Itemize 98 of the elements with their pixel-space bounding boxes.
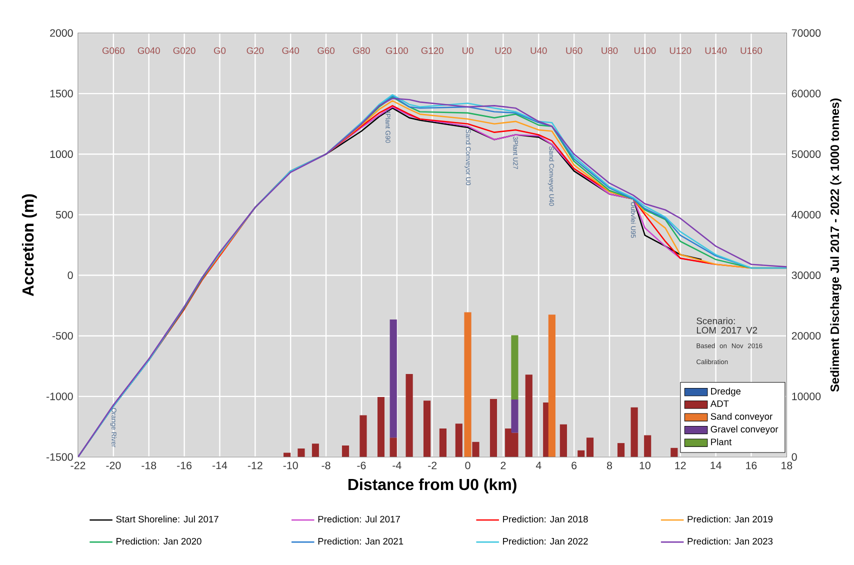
x-tick-label: -14 <box>212 462 228 470</box>
bar <box>511 335 518 400</box>
x-tick-label: 6 <box>572 462 577 470</box>
bar <box>390 438 397 457</box>
y-tick-label: -500 <box>52 332 73 340</box>
annotation: U40 <box>530 47 547 54</box>
bar <box>464 312 472 457</box>
annotation: U160 <box>740 47 762 54</box>
x-tick-label: -6 <box>357 462 366 470</box>
annotation: U20 <box>495 47 512 54</box>
y2-tick-label: 50000 <box>792 150 821 158</box>
legend-label: Prediction: Jan 2019 <box>688 516 773 522</box>
y2-tick-label: 70000 <box>792 29 821 37</box>
legend-label: Prediction: Jul 2017 <box>318 516 400 522</box>
y-tick-label: 1000 <box>50 150 73 158</box>
bar <box>511 399 518 433</box>
bar <box>548 314 556 457</box>
annotation: G100 <box>386 47 408 54</box>
legend-label: Prediction: Jan 2022 <box>503 538 588 545</box>
x-tick-label: -22 <box>70 462 86 470</box>
annotation: G040 <box>138 47 160 54</box>
annotation: U120 <box>670 47 692 54</box>
x-tick-label: 2 <box>500 462 506 470</box>
annotation: U60 <box>566 47 582 54</box>
x-tick-label: -16 <box>177 462 192 470</box>
x-tick-label: 16 <box>746 462 757 470</box>
bar <box>586 438 594 457</box>
x-tick-label: -4 <box>392 462 402 470</box>
bar <box>406 374 413 457</box>
bar <box>439 428 447 457</box>
legend-label: Prediction: Jan 2018 <box>503 516 588 522</box>
x-tick-label: -18 <box>142 462 156 470</box>
x-tick-label: 0 <box>465 462 470 470</box>
bar <box>298 448 305 457</box>
x-tick-label: 18 <box>782 462 792 470</box>
x-tick-label: -12 <box>248 462 262 470</box>
y2-axis-title: Sediment Discharge Jul 2017 - 2022 (x 1000 tonnes) <box>830 98 842 392</box>
legend-label: Prediction: Jan 2021 <box>318 538 404 545</box>
x-axis-title: Distance from U0 (km) <box>348 478 516 494</box>
annotation: G120 <box>421 47 444 54</box>
bar <box>617 443 625 457</box>
bar <box>455 424 462 457</box>
bar <box>644 435 652 457</box>
y2-tick-label: 40000 <box>792 210 821 218</box>
annotation: G060 <box>102 47 124 54</box>
bar <box>312 444 319 457</box>
bar <box>560 424 567 457</box>
x-tick-label: -8 <box>322 462 330 470</box>
x-tick-label: -20 <box>106 462 121 470</box>
legend-label: Prediction: Jan 2023 <box>688 538 773 545</box>
x-tick-label: -10 <box>283 462 298 470</box>
x-tick-label: 10 <box>640 462 650 470</box>
annotation: U140 <box>705 47 727 54</box>
x-tick-label: 4 <box>536 462 542 470</box>
bar <box>472 442 480 457</box>
annotation: G0 <box>214 47 226 54</box>
x-tick-label: 14 <box>710 462 722 470</box>
y-axis-title: Accretion (m) <box>22 194 37 296</box>
annotation: G40 <box>282 47 300 54</box>
y2-tick-label: 0 <box>792 453 797 461</box>
y-tick-label: -1500 <box>46 453 73 461</box>
legend-label: Plant <box>711 438 732 446</box>
legend-label: Prediction: Jan 2020 <box>116 538 202 545</box>
bar <box>490 398 497 457</box>
annotation: U0 <box>462 47 474 54</box>
bar <box>342 445 350 457</box>
annotation: LOM 2017 V2 <box>696 326 758 334</box>
legend-label: Gravel conveyor <box>710 426 778 434</box>
y2-tick-label: 20000 <box>792 332 821 340</box>
bar <box>630 407 638 457</box>
bar <box>423 400 431 457</box>
y-tick-label: 500 <box>56 210 73 218</box>
bar <box>525 374 532 457</box>
bar <box>377 397 384 457</box>
y-tick-label: 1500 <box>50 90 73 98</box>
bar <box>670 448 678 457</box>
annotation: G60 <box>318 47 334 54</box>
x-tick-label: -2 <box>428 462 437 470</box>
legend-label: Sand conveyor <box>710 412 772 422</box>
annotation: U80 <box>602 47 618 54</box>
y-tick-label: -1000 <box>46 392 73 400</box>
y2-tick-label: 30000 <box>792 272 821 280</box>
annotation: Scenario: <box>696 317 735 324</box>
annotation: U100 <box>634 47 656 54</box>
annotation: G20 <box>246 47 264 54</box>
y-tick-label: 0 <box>68 272 73 280</box>
legend-label: Dredge <box>711 388 741 396</box>
legend-label: ADT <box>710 400 729 407</box>
annotation: G020 <box>173 47 196 54</box>
y2-tick-label: 10000 <box>792 392 821 400</box>
bar <box>390 320 397 438</box>
legend-label: Start Shoreline: Jul 2017 <box>116 516 218 522</box>
bar <box>360 415 367 457</box>
annotation: G80 <box>353 47 370 54</box>
x-tick-label: 8 <box>606 462 612 470</box>
x-tick-label: 12 <box>675 462 686 470</box>
y2-tick-label: 60000 <box>792 90 821 98</box>
y-tick-label: 2000 <box>50 29 73 37</box>
